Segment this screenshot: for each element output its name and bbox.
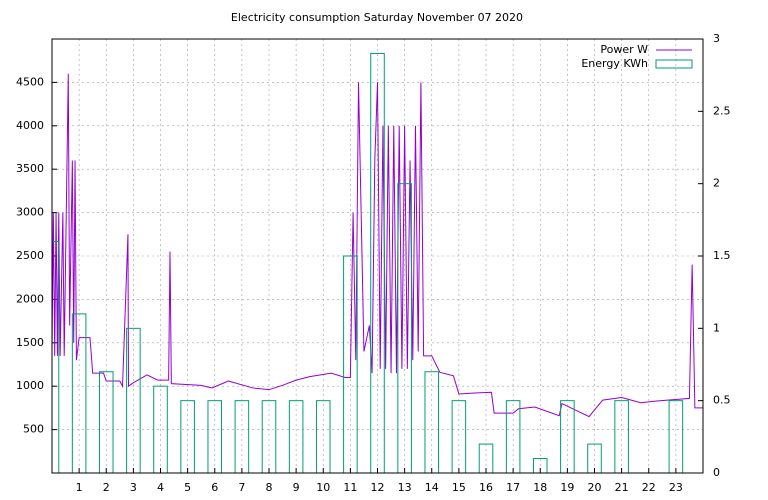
y-tick-label: 2500 (16, 249, 44, 262)
x-tick-label: 20 (588, 481, 602, 494)
x-tick-label: 16 (479, 481, 493, 494)
y-tick-label: 3500 (16, 162, 44, 175)
x-tick-label: 11 (343, 481, 357, 494)
x-tick-label: 4 (157, 481, 164, 494)
x-tick-label: 10 (316, 481, 330, 494)
energy-bar (587, 443, 602, 473)
legend-label: Power W (600, 43, 648, 56)
energy-bar (71, 313, 87, 473)
energy-bar (343, 255, 358, 473)
y-tick-label: 4000 (16, 119, 44, 132)
y2-tick-label: 1.5 (713, 249, 731, 262)
x-tick-label: 12 (371, 481, 385, 494)
legend-label: Energy KWh (581, 57, 648, 70)
x-tick-label: 23 (669, 481, 683, 494)
energy-bar (505, 400, 521, 473)
x-tick-label: 14 (425, 481, 439, 494)
energy-bar (207, 400, 223, 473)
y-tick-label: 500 (23, 423, 44, 436)
energy-bar (614, 400, 629, 473)
energy-bar (261, 400, 277, 473)
x-tick-label: 6 (211, 481, 218, 494)
energy-bar (180, 400, 195, 473)
x-tick-label: 3 (130, 481, 137, 494)
y-tick-label: 4500 (16, 75, 44, 88)
energy-bar (668, 400, 684, 473)
energy-bar (234, 400, 250, 473)
energy-bar (126, 327, 141, 473)
y2-tick-label: 1 (713, 321, 720, 334)
x-tick-label: 19 (560, 481, 574, 494)
x-tick-label: 22 (642, 481, 656, 494)
energy-bar (153, 385, 168, 473)
energy-bar (397, 183, 412, 473)
energy-bar (288, 400, 304, 473)
x-tick-label: 2 (103, 481, 110, 494)
energy-bar (560, 400, 575, 473)
y-tick-label: 3000 (16, 206, 44, 219)
power-line (52, 73, 703, 418)
x-tick-label: 5 (184, 481, 191, 494)
y2-tick-label: 2 (713, 177, 720, 190)
energy-bar (98, 371, 114, 473)
energy-bar (52, 241, 60, 473)
chart-title: Electricity consumption Saturday Novembe… (231, 11, 523, 24)
energy-bar (478, 443, 494, 473)
x-tick-label: 18 (533, 481, 547, 494)
y-tick-label: 1000 (16, 379, 44, 392)
energy-bar (315, 400, 331, 473)
x-tick-label: 8 (266, 481, 273, 494)
energy-bar (451, 400, 467, 473)
y2-tick-label: 2.5 (713, 104, 731, 117)
energy-bar (424, 371, 440, 473)
x-tick-label: 9 (293, 481, 300, 494)
y-tick-label: 1500 (16, 336, 44, 349)
y2-tick-label: 0 (713, 466, 720, 479)
y2-tick-label: 0.5 (713, 394, 731, 407)
y2-tick-label: 3 (713, 32, 720, 45)
x-tick-label: 15 (452, 481, 466, 494)
legend-swatch (655, 59, 693, 69)
x-tick-label: 17 (506, 481, 520, 494)
x-tick-label: 1 (76, 481, 83, 494)
plot-frame (51, 38, 704, 474)
plot-area (52, 52, 703, 473)
x-tick-label: 13 (398, 481, 412, 494)
y-tick-label: 2000 (16, 292, 44, 305)
x-tick-label: 7 (238, 481, 245, 494)
x-tick-label: 21 (615, 481, 629, 494)
